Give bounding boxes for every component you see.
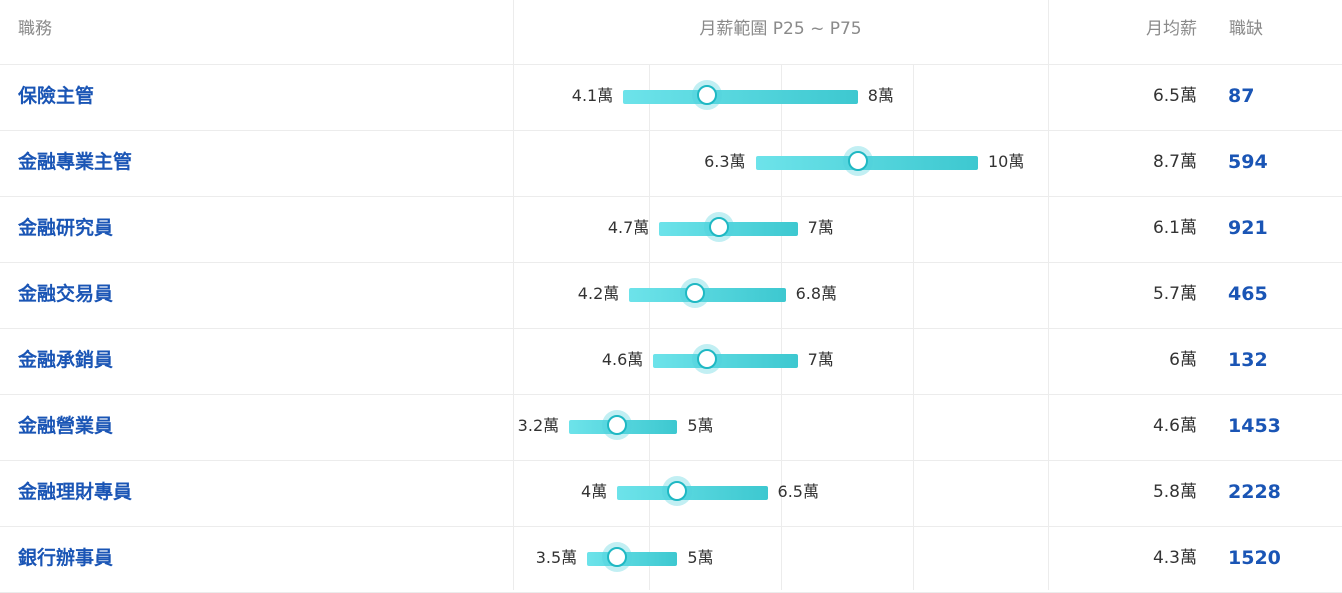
salary-p75-label: 10萬 (988, 152, 1025, 171)
salary-p25-label: 4.7萬 (607, 218, 650, 237)
openings-count-link[interactable]: 2228 (1228, 481, 1281, 503)
salary-p75-label: 5萬 (687, 416, 714, 435)
column-divider (513, 0, 514, 590)
header-salary-range: 月薪範圍 P25 ~ P75 (699, 19, 862, 39)
salary-p75-label: 7萬 (807, 218, 834, 237)
salary-p75-label: 8萬 (867, 86, 894, 105)
average-salary: 5.7萬 (1152, 284, 1197, 304)
openings-count-link[interactable]: 465 (1228, 283, 1268, 305)
salary-median-marker (697, 85, 718, 105)
salary-p25-label: 4萬 (581, 482, 608, 501)
job-title-link[interactable]: 金融理財專員 (18, 481, 133, 503)
job-title-link[interactable]: 金融交易員 (18, 283, 114, 305)
table-row: 金融營業員 3.2萬 5萬 4.6萬 1453 (0, 394, 1342, 461)
average-salary: 4.3萬 (1152, 548, 1197, 568)
salary-median-marker (697, 349, 718, 369)
openings-count-link[interactable]: 132 (1228, 349, 1268, 371)
grid-line (781, 64, 782, 590)
salary-range-bar (629, 288, 786, 302)
job-title-link[interactable]: 金融承銷員 (18, 349, 114, 371)
salary-median-marker (607, 415, 628, 435)
salary-p25-label: 3.5萬 (535, 548, 578, 567)
job-title-link[interactable]: 銀行辦事員 (18, 547, 114, 569)
salary-p75-label: 6.8萬 (795, 284, 838, 303)
job-title-link[interactable]: 金融專業主管 (18, 151, 133, 173)
job-title-link[interactable]: 保險主管 (18, 85, 95, 107)
table-row: 金融交易員 4.2萬 6.8萬 5.7萬 465 (0, 262, 1342, 329)
salary-p75-label: 5萬 (687, 548, 714, 567)
salary-p25-label: 4.6萬 (601, 350, 644, 369)
openings-count-link[interactable]: 87 (1228, 85, 1255, 107)
job-title-link[interactable]: 金融營業員 (18, 415, 114, 437)
table-row: 保險主管 4.1萬 8萬 6.5萬 87 (0, 64, 1342, 131)
openings-count-link[interactable]: 594 (1228, 151, 1268, 173)
average-salary: 8.7萬 (1152, 152, 1197, 172)
salary-range-bar (617, 486, 768, 500)
salary-p25-label: 4.2萬 (577, 284, 620, 303)
table-row: 銀行辦事員 3.5萬 5萬 4.3萬 1520 (0, 526, 1342, 593)
salary-range-bar (587, 552, 678, 566)
table-row: 金融研究員 4.7萬 7萬 6.1萬 921 (0, 196, 1342, 263)
salary-median-marker (709, 217, 730, 237)
header-job: 職務 (18, 19, 52, 39)
grid-line (649, 64, 650, 590)
job-title-link[interactable]: 金融研究員 (18, 217, 114, 239)
header-openings: 職缺 (1229, 19, 1263, 39)
openings-count-link[interactable]: 921 (1228, 217, 1268, 239)
table-row: 金融理財專員 4萬 6.5萬 5.8萬 2228 (0, 460, 1342, 527)
salary-p25-label: 4.1萬 (571, 86, 614, 105)
average-salary: 4.6萬 (1152, 416, 1197, 436)
table-row: 金融專業主管 6.3萬 10萬 8.7萬 594 (0, 130, 1342, 197)
salary-range-bar (653, 354, 798, 368)
average-salary: 6.1萬 (1152, 218, 1197, 238)
salary-median-marker (685, 283, 706, 303)
salary-median-marker (607, 547, 628, 567)
salary-range-bar (623, 90, 858, 104)
average-salary: 6.5萬 (1152, 86, 1197, 106)
average-salary: 5.8萬 (1152, 482, 1197, 502)
salary-median-marker (667, 481, 688, 501)
openings-count-link[interactable]: 1453 (1228, 415, 1281, 437)
salary-p75-label: 7萬 (807, 350, 834, 369)
salary-p75-label: 6.5萬 (777, 482, 819, 501)
table-header: 職務 月薪範圍 P25 ~ P75 月均薪 職缺 (0, 0, 1342, 65)
salary-p25-label: 6.3萬 (704, 152, 746, 171)
salary-median-marker (847, 151, 868, 171)
average-salary: 6萬 (1169, 350, 1197, 370)
column-divider (1048, 0, 1049, 590)
openings-count-link[interactable]: 1520 (1228, 547, 1281, 569)
grid-line (913, 64, 914, 590)
table-row: 金融承銷員 4.6萬 7萬 6萬 132 (0, 328, 1342, 395)
salary-p25-label: 3.2萬 (517, 416, 560, 435)
header-average-salary: 月均薪 (1146, 19, 1197, 39)
